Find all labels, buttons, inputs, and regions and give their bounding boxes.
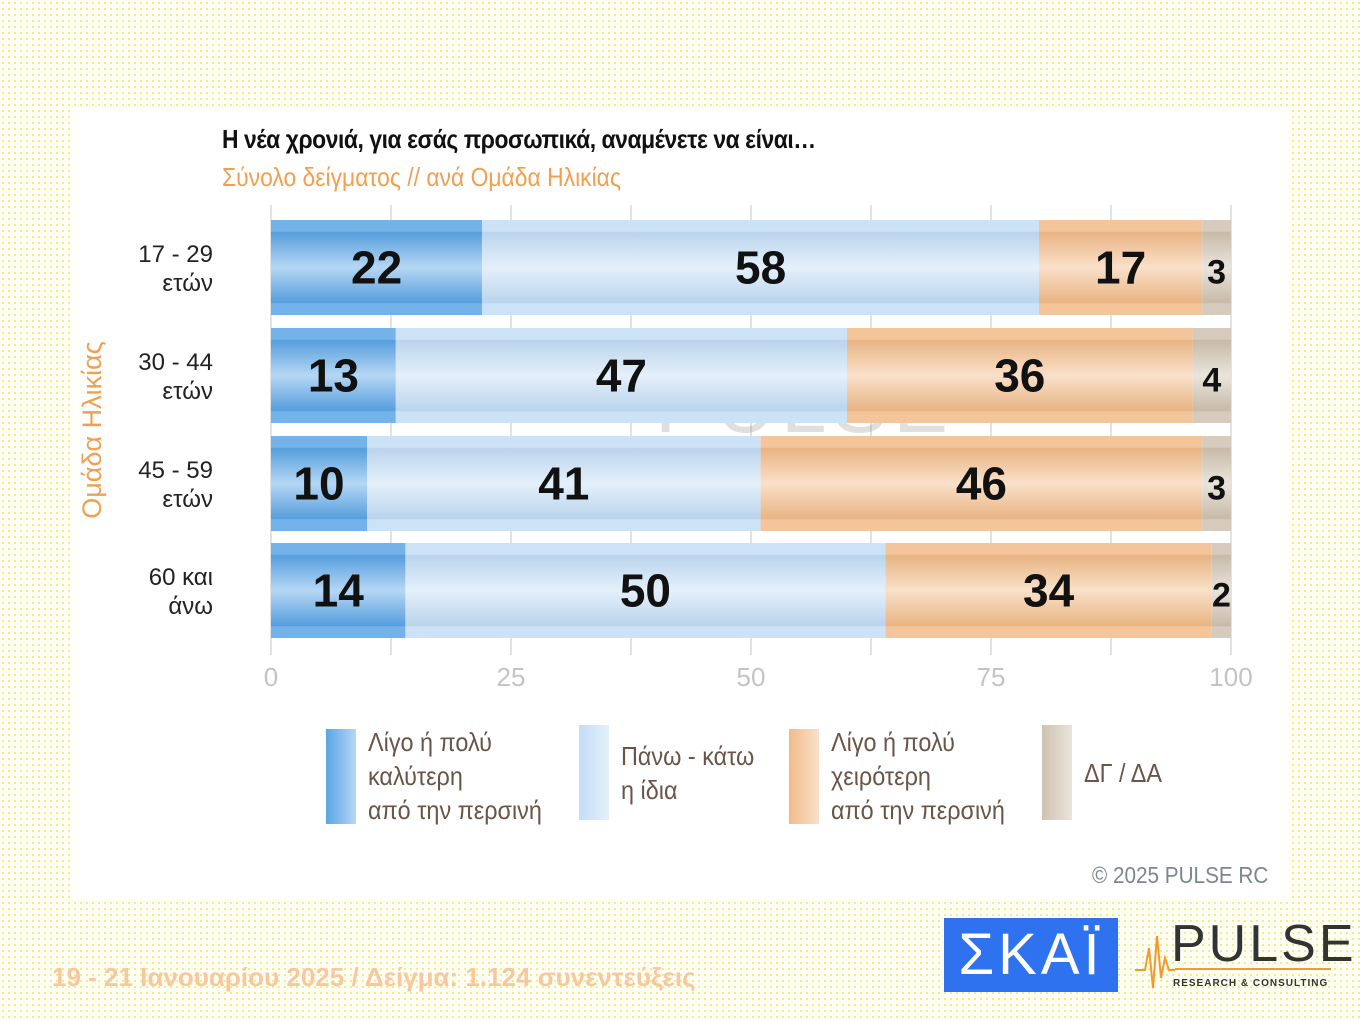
legend-label: Πάνω - κάτω η ίδια [621,740,755,805]
data-label: 50 [620,565,671,617]
data-label: 17 [1095,242,1146,294]
data-label: 34 [1023,565,1075,617]
legend-label: Λίγο ή πολύ καλύτερη από την περσινή [368,727,542,825]
bar-segment [271,328,396,423]
data-label: 10 [293,458,344,510]
legend-label: Λίγο ή πολύ χειρότερη από την περσινή [831,727,1005,825]
data-label: 36 [994,350,1045,402]
legend-swatch [579,725,609,820]
skai-logo: ΣΚΑΪ [944,918,1118,992]
bar-segment [1202,436,1231,531]
bar-segment [271,220,483,315]
category-label: ετών [162,378,213,405]
x-tick-label: 25 [497,662,526,692]
category-label: ετών [162,486,213,513]
data-label: 2 [1212,577,1231,615]
data-label: 14 [313,565,365,617]
data-label: 3 [1207,470,1226,508]
bar-segment [271,436,367,531]
legend-swatch [326,728,356,824]
data-label: 47 [596,350,647,402]
bar-segment [760,436,1203,531]
bar-segment [847,328,1193,423]
bar-segment [482,220,1039,315]
category-label: 17 - 29 [138,241,213,268]
legend-item: Λίγο ή πολύ καλύτερη από την περσινή [326,725,561,827]
bar-segment [1211,543,1231,638]
category-label: άνω [168,593,213,620]
bar-segment [1202,220,1231,315]
bar-segment [367,436,761,531]
copyright: © 2025 PULSE RC [1092,862,1269,888]
category-label: 60 και [149,564,213,591]
data-label: 4 [1202,362,1221,400]
category-label: 30 - 44 [138,349,213,376]
x-tick-label: 75 [977,662,1006,692]
data-label: 22 [351,242,402,294]
bar-segment [1192,328,1231,423]
chart-title: Η νέα χρονιά, για εσάς προσωπικά, αναμέν… [222,124,816,154]
legend-swatch [789,728,819,824]
data-label: 13 [308,350,359,402]
category-label: ετών [162,270,213,297]
bar-segment [1039,220,1203,315]
category-label: 45 - 59 [138,457,213,484]
legend-label: ΔΓ / ΔΑ [1084,757,1162,788]
x-tick-label: 50 [737,662,766,692]
legend-item: ΔΓ / ΔΑ [1042,725,1171,820]
legend-swatch [1042,725,1072,820]
data-label: 3 [1207,254,1226,292]
legend-item: Πάνω - κάτω η ίδια [579,725,769,820]
bar-segment [885,543,1212,638]
survey-dates-sample: 19 - 21 Ιανουαρίου 2025 / Δείγμα: 1.124 … [52,962,696,992]
x-tick-label: 100 [1209,662,1252,692]
legend-item: Λίγο ή πολύ χειρότερη από την περσινή [789,725,1024,827]
data-label: 46 [956,458,1007,510]
x-tick-label: 0 [264,662,278,692]
pulse-logo: PULSE RESEARCH & CONSULTING [1135,915,1354,996]
data-label: 58 [735,242,786,294]
bar-segment [405,543,886,638]
pulse-wave-icon [1135,935,1175,989]
chart-subtitle: Σύνολο δείγματος // ανά Ομάδα Ηλικίας [222,162,621,192]
data-label: 41 [538,458,589,510]
bar-segment [271,543,406,638]
y-axis-label: Ομάδα Ηλικίας [77,341,107,518]
bar-segment [395,328,847,423]
